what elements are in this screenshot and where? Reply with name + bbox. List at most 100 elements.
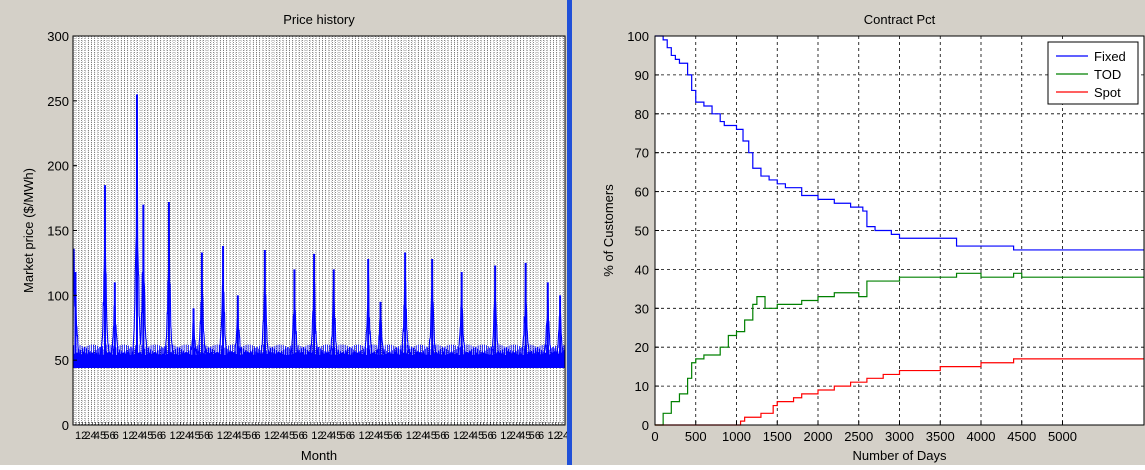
y-tick-label: 300 bbox=[47, 29, 69, 44]
x-tick-label: 6 bbox=[444, 430, 450, 442]
y-tick-label: 80 bbox=[635, 107, 649, 122]
price-series bbox=[72, 94, 566, 368]
price-history-panel: 0 50 100 150 200 250 300 12 24 45 56 6 12 24 45 56 6 12 2… bbox=[0, 0, 569, 465]
legend-box bbox=[1047, 41, 1139, 105]
y-tick-label: 90 bbox=[635, 68, 649, 83]
x-tick-label: 1500 bbox=[763, 429, 792, 444]
x-tick-label: 45 bbox=[236, 430, 248, 442]
x-tick-label: 45 bbox=[188, 430, 200, 442]
x-tick-label: 6 bbox=[302, 430, 308, 442]
x-tick-label: 56 bbox=[103, 430, 115, 442]
x-tick-label: 56 bbox=[529, 430, 541, 442]
contract-pct-panel: 0 10 20 30 40 50 60 70 80 90 100 0 500 1000 1500 2000 2… bbox=[572, 0, 1145, 465]
contract-series bbox=[655, 35, 1144, 426]
contract-y-ticks: 0 10 20 30 40 50 60 70 80 90 100 bbox=[627, 29, 659, 433]
legend-label-spot: Spot bbox=[1094, 85, 1121, 100]
legend-label-tod: TOD bbox=[1094, 67, 1121, 82]
contract-pct-chart: 0 10 20 30 40 50 60 70 80 90 100 0 500 1000 1500 2000 2… bbox=[601, 12, 1145, 463]
y-tick-label: 50 bbox=[635, 224, 649, 239]
x-tick-label: 12 bbox=[548, 430, 560, 442]
x-tick-label: 500 bbox=[685, 429, 707, 444]
contract-grid bbox=[655, 36, 1144, 425]
x-tick-label: 24 bbox=[462, 430, 474, 442]
x-tick-label: 24 bbox=[273, 430, 285, 442]
x-tick-label: 12 bbox=[500, 430, 512, 442]
x-tick-label: 4500 bbox=[1007, 429, 1036, 444]
x-tick-label: 6 bbox=[396, 430, 402, 442]
y-tick-label: 60 bbox=[635, 185, 649, 200]
x-tick-label: 2500 bbox=[844, 429, 873, 444]
x-tick-label: 24 bbox=[179, 430, 191, 442]
x-axis-label: Month bbox=[301, 448, 337, 463]
x-tick-label: 24 bbox=[557, 430, 567, 442]
x-tick-label: 56 bbox=[387, 430, 399, 442]
y-tick-label: 250 bbox=[47, 94, 69, 109]
x-tick-label: 24 bbox=[368, 430, 380, 442]
x-tick-label: 45 bbox=[472, 430, 484, 442]
x-tick-label: 6 bbox=[349, 430, 355, 442]
y-axis-label: % of Customers bbox=[601, 184, 616, 277]
panel-separator bbox=[567, 0, 572, 465]
chart-title: Contract Pct bbox=[864, 12, 936, 27]
x-tick-label: 12 bbox=[122, 430, 134, 442]
x-tick-label: 56 bbox=[151, 430, 163, 442]
chart-title: Price history bbox=[283, 12, 355, 27]
x-tick-label: 24 bbox=[132, 430, 144, 442]
y-tick-label: 10 bbox=[635, 379, 649, 394]
x-tick-label: 12 bbox=[217, 430, 229, 442]
x-tick-label: 3500 bbox=[926, 429, 955, 444]
x-tick-label: 56 bbox=[245, 430, 257, 442]
y-tick-label: 50 bbox=[55, 353, 69, 368]
x-axis-label: Number of Days bbox=[853, 448, 947, 463]
x-tick-label: 6 bbox=[538, 430, 544, 442]
x-tick-label: 12 bbox=[75, 430, 87, 442]
x-tick-label: 56 bbox=[292, 430, 304, 442]
x-tick-label: 24 bbox=[415, 430, 427, 442]
y-tick-label: 150 bbox=[47, 224, 69, 239]
x-tick-label: 56 bbox=[434, 430, 446, 442]
x-tick-label: 24 bbox=[84, 430, 96, 442]
x-tick-label: 56 bbox=[481, 430, 493, 442]
x-tick-label: 12 bbox=[453, 430, 465, 442]
x-tick-label: 56 bbox=[198, 430, 210, 442]
y-tick-label: 0 bbox=[62, 418, 69, 433]
x-tick-label: 12 bbox=[264, 430, 276, 442]
x-tick-label: 45 bbox=[94, 430, 106, 442]
x-tick-label: 56 bbox=[340, 430, 352, 442]
series-tod bbox=[655, 272, 1144, 426]
y-tick-label: 70 bbox=[635, 146, 649, 161]
x-tick-label: 1000 bbox=[722, 429, 751, 444]
x-tick-label: 12 bbox=[311, 430, 323, 442]
price-band bbox=[72, 344, 566, 368]
x-tick-label: 2000 bbox=[804, 429, 833, 444]
x-tick-label: 45 bbox=[330, 430, 342, 442]
y-axis-label: Market price ($/MWh) bbox=[21, 168, 36, 293]
x-tick-label: 12 bbox=[406, 430, 418, 442]
x-tick-label: 3000 bbox=[885, 429, 914, 444]
x-tick-label: 6 bbox=[255, 430, 261, 442]
y-tick-label: 200 bbox=[47, 159, 69, 174]
x-tick-label: 24 bbox=[510, 430, 522, 442]
x-tick-label: 6 bbox=[491, 430, 497, 442]
contract-x-ticks: 0 500 1000 1500 2000 2500 3000 3500 4000 4500 5000 bbox=[651, 421, 1077, 444]
x-tick-label: 6 bbox=[160, 430, 166, 442]
x-tick-label: 0 bbox=[651, 429, 658, 444]
y-tick-label: 100 bbox=[47, 288, 69, 303]
series-fixed bbox=[655, 35, 1144, 251]
x-tick-label: 45 bbox=[141, 430, 153, 442]
x-tick-label: 24 bbox=[321, 430, 333, 442]
price-y-ticks: 0 50 100 150 200 250 300 bbox=[47, 29, 77, 433]
y-tick-label: 30 bbox=[635, 301, 649, 316]
x-tick-label: 6 bbox=[113, 430, 119, 442]
y-tick-label: 20 bbox=[635, 340, 649, 355]
y-tick-label: 0 bbox=[642, 418, 649, 433]
series-spot bbox=[655, 358, 1144, 426]
x-tick-label: 4000 bbox=[967, 429, 996, 444]
y-tick-label: 100 bbox=[627, 29, 649, 44]
y-tick-label: 40 bbox=[635, 262, 649, 277]
legend: Fixed TOD Spot bbox=[1047, 41, 1139, 105]
x-tick-label: 45 bbox=[377, 430, 389, 442]
